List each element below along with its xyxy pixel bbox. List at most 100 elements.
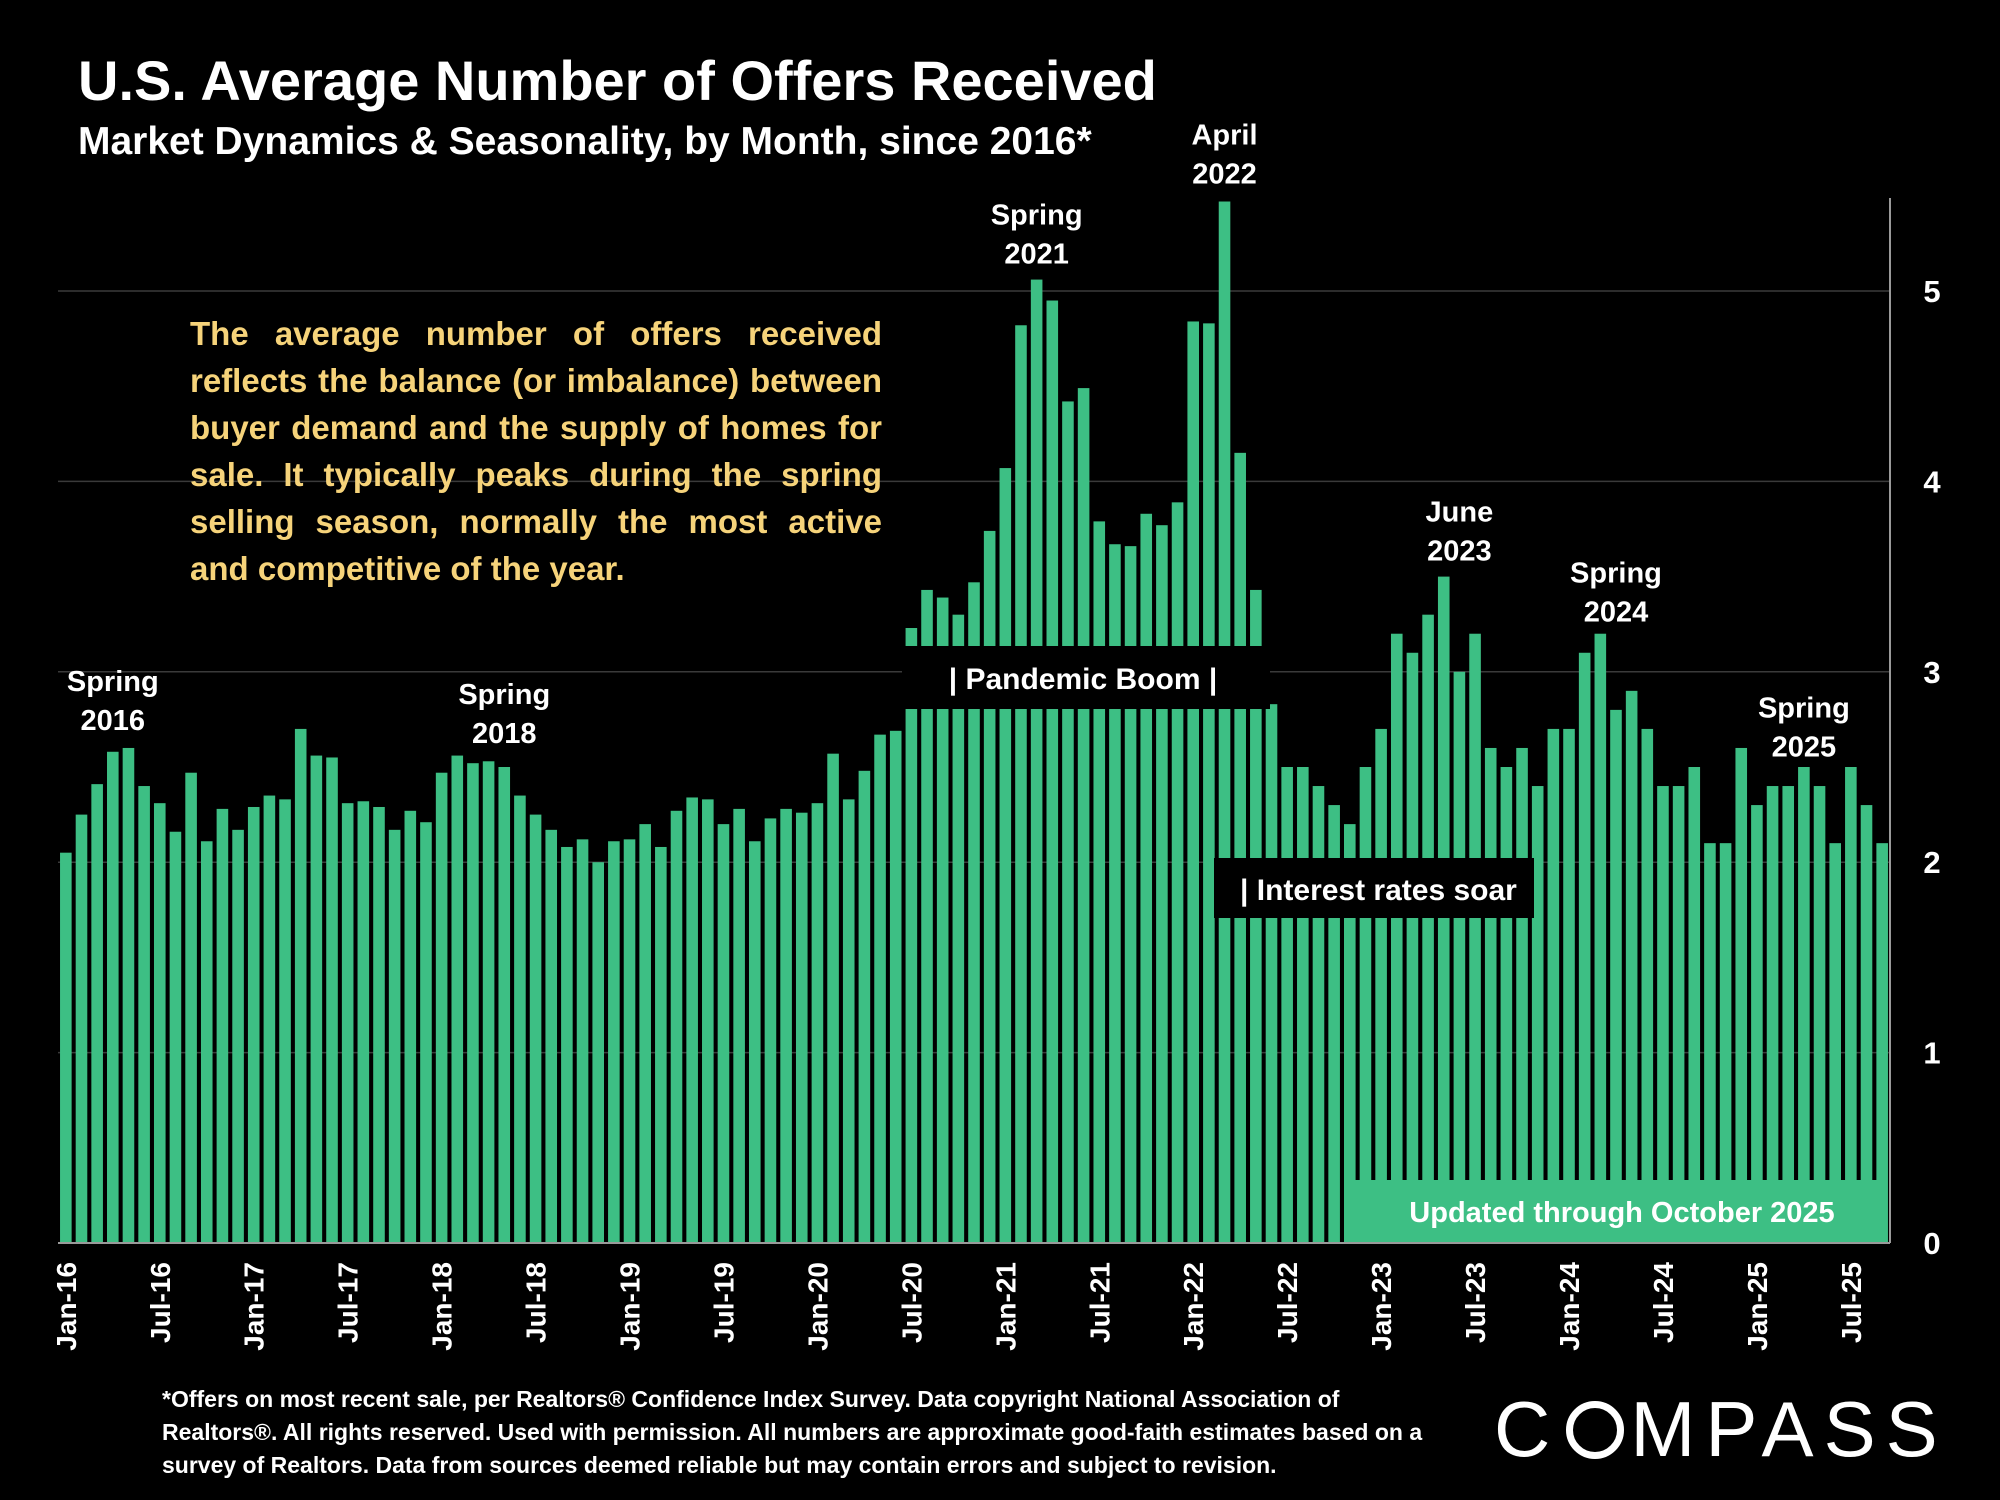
logo-text-start: C <box>1494 1385 1561 1473</box>
x-tick-label: Jan-19 <box>615 1262 646 1351</box>
bar <box>827 753 839 1243</box>
bar <box>1625 690 1638 1243</box>
annotation-label: Spring <box>1758 692 1850 724</box>
bar <box>1171 502 1184 1243</box>
y-tick-label: 5 <box>1923 274 1940 309</box>
bar <box>1641 728 1654 1243</box>
bar <box>1124 546 1137 1243</box>
bar <box>1578 652 1591 1243</box>
annotation-label: 2023 <box>1427 535 1492 567</box>
bar <box>1140 513 1153 1243</box>
x-tick-label: Jan-20 <box>802 1262 833 1351</box>
bar <box>936 597 949 1243</box>
bar <box>404 810 417 1243</box>
bar <box>623 839 636 1243</box>
annotation-label: Spring <box>458 679 550 711</box>
bar <box>561 846 573 1243</box>
bar <box>1766 786 1779 1243</box>
bar <box>91 784 103 1243</box>
bar <box>733 808 745 1243</box>
bar <box>185 772 197 1243</box>
annotation-label: 2021 <box>1004 238 1069 270</box>
updated-badge-label: Updated through October 2025 <box>1409 1197 1834 1229</box>
y-tick-label: 3 <box>1923 655 1940 690</box>
bar <box>1829 843 1841 1243</box>
bar <box>1735 747 1748 1243</box>
x-tick-label: Jan-24 <box>1554 1262 1585 1351</box>
annotation-label: Spring <box>991 199 1083 231</box>
bar <box>1688 767 1701 1243</box>
bar <box>1297 767 1309 1243</box>
bar <box>545 829 558 1243</box>
bar <box>138 786 150 1243</box>
bar <box>1594 633 1607 1243</box>
bar <box>1500 767 1513 1243</box>
x-tick-label: Jul-22 <box>1272 1262 1303 1343</box>
bar <box>498 767 511 1243</box>
bar <box>686 797 698 1243</box>
bar <box>1156 525 1168 1243</box>
pandemic-callout-box <box>902 646 1270 709</box>
bar <box>1312 786 1325 1243</box>
bar <box>921 589 933 1243</box>
bar <box>748 841 761 1243</box>
x-tick-label: Jan-17 <box>239 1262 270 1351</box>
x-tick-label: Jan-18 <box>427 1262 458 1351</box>
bar <box>1062 401 1074 1243</box>
bar <box>1860 805 1873 1243</box>
bar <box>529 814 542 1243</box>
bar <box>1406 652 1419 1243</box>
annotation-label: 2016 <box>81 705 146 737</box>
x-tick-label: Jan-21 <box>990 1262 1021 1351</box>
bar <box>341 803 354 1243</box>
bar <box>1672 786 1685 1243</box>
pandemic-callout-label: | Pandemic Boom | <box>949 663 1218 696</box>
annotation-label: April <box>1191 119 1257 151</box>
bar <box>702 799 714 1243</box>
bar <box>1344 824 1356 1243</box>
x-tick-label: Jan-23 <box>1366 1262 1397 1351</box>
x-tick-label: Jul-16 <box>145 1262 176 1343</box>
annotation-label: 2025 <box>1772 731 1837 763</box>
bar <box>1845 767 1857 1243</box>
bar <box>514 795 526 1243</box>
bar <box>310 755 323 1243</box>
bar <box>357 801 370 1243</box>
updated-badge <box>1352 1180 1887 1242</box>
annotation-label: Spring <box>1570 557 1662 589</box>
chart-title: U.S. Average Number of Offers Received <box>78 49 1157 112</box>
annotation-label: June <box>1426 496 1494 528</box>
bar <box>1453 671 1466 1243</box>
x-tick-label: Jan-16 <box>51 1262 82 1351</box>
x-tick-label: Jul-19 <box>708 1262 739 1343</box>
annotation-label: 2018 <box>472 718 537 750</box>
x-tick-label: Jul-25 <box>1836 1262 1867 1343</box>
bar <box>811 803 824 1243</box>
bar <box>1328 805 1340 1243</box>
bar <box>874 734 886 1243</box>
x-tick-label: Jan-25 <box>1742 1262 1773 1351</box>
bar <box>764 818 777 1243</box>
annotation-label: 2024 <box>1584 596 1649 628</box>
annotation-label: Spring <box>67 666 159 698</box>
bar <box>60 852 72 1243</box>
y-tick-label: 4 <box>1923 464 1941 499</box>
bar <box>373 806 385 1243</box>
x-tick-label: Jan-22 <box>1178 1262 1209 1351</box>
bar <box>279 799 291 1243</box>
bar <box>1390 633 1403 1243</box>
bar <box>435 772 448 1243</box>
bar <box>1719 843 1732 1243</box>
bar <box>153 803 166 1243</box>
bar <box>1469 633 1481 1243</box>
bar <box>968 582 980 1243</box>
bar <box>216 808 229 1243</box>
bar <box>1516 747 1528 1243</box>
bar <box>952 614 965 1243</box>
bar <box>639 824 651 1243</box>
bar <box>1046 300 1059 1243</box>
chart-subtitle: Market Dynamics & Seasonality, by Month,… <box>78 120 1092 163</box>
bar <box>1109 544 1121 1243</box>
bar <box>1030 279 1043 1243</box>
bar <box>122 747 135 1243</box>
